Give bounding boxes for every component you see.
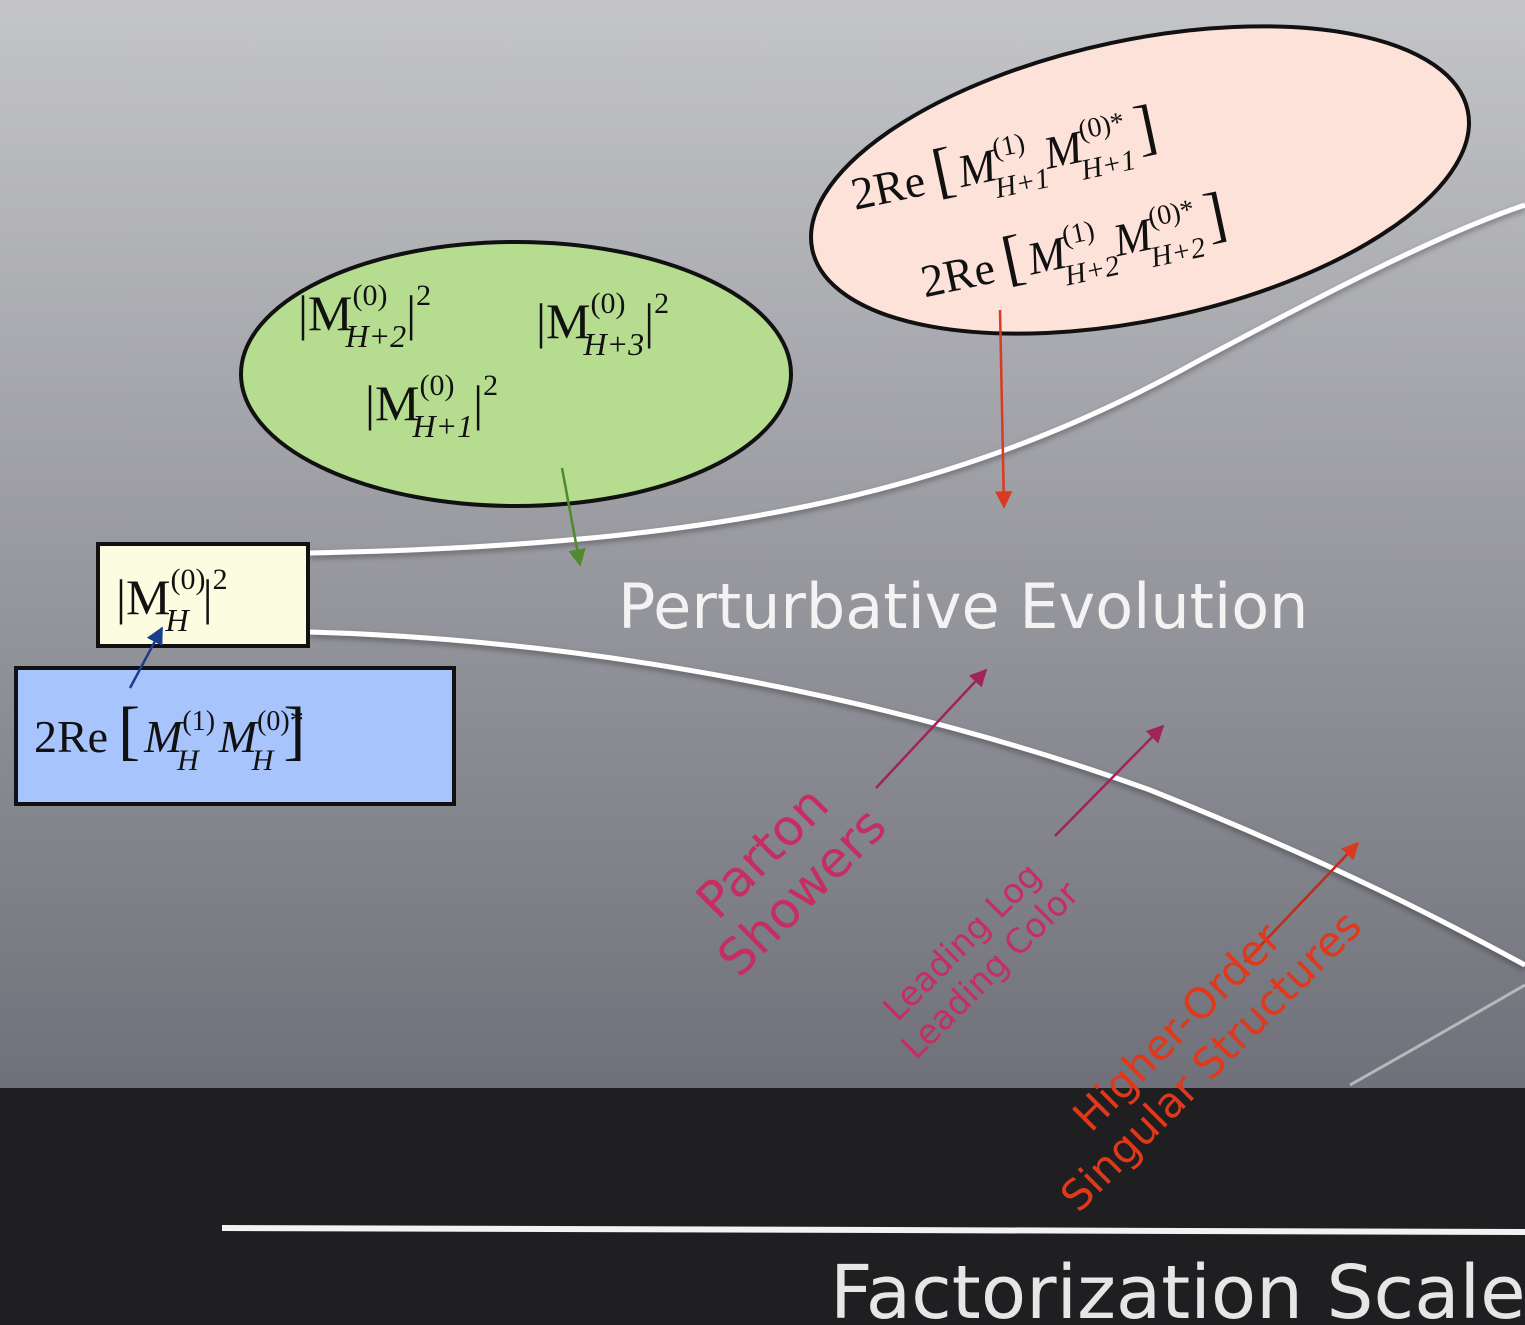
factorization-axis-line [221,1225,1525,1235]
green-term-1: |M(0) H+2|2 [298,279,431,354]
faint-curve [1349,983,1525,1087]
lower-evolution-curve [309,629,1525,968]
leading-arrow [1054,724,1165,837]
higher-order-arrow [1244,841,1360,963]
svg-text:|M(0)H+3|2: |M(0) H+3|2 [536,287,669,362]
virtual-box: 2Re [M(1) H M(0)* H] [14,666,456,806]
svg-text:|M(0)H+1|2: |M(0) H+1|2 [365,369,498,444]
bottom-band [0,1088,1525,1325]
real-emission-ellipse: |M(0) H+2|2 |M(0) H+3|2 |M(0) H+1|2 [239,240,793,508]
born-box: |M(0) H |2 [96,542,310,648]
svg-text:|M(0)H|2: |M(0) H |2 [116,563,228,638]
green-term-2: |M(0) H+3|2 [536,287,669,362]
perturbative-evolution-title: Perturbative Evolution [618,570,1308,643]
red-arrow-from-pink [994,309,1013,509]
blue-arrow [128,626,164,689]
green-arrow [560,467,586,567]
factorization-scale-label: Factorization Scale [830,1250,1525,1325]
svg-text:|M(0)H+2|2: |M(0) H+2|2 [298,279,431,354]
virtual-correction-ellipse: 2Re[M(1)H+1M(0)*H+1] 2Re[M(1)H+2M(0)*H+2… [809,24,1471,336]
green-term-3: |M(0) H+1|2 [365,369,498,444]
upper-evolution-curve [309,202,1525,556]
svg-text:2Re[M(1)HM(0)*H]: 2Re [M(1) H M(0)* H] [34,694,305,777]
parton-shower-arrow [875,668,988,789]
